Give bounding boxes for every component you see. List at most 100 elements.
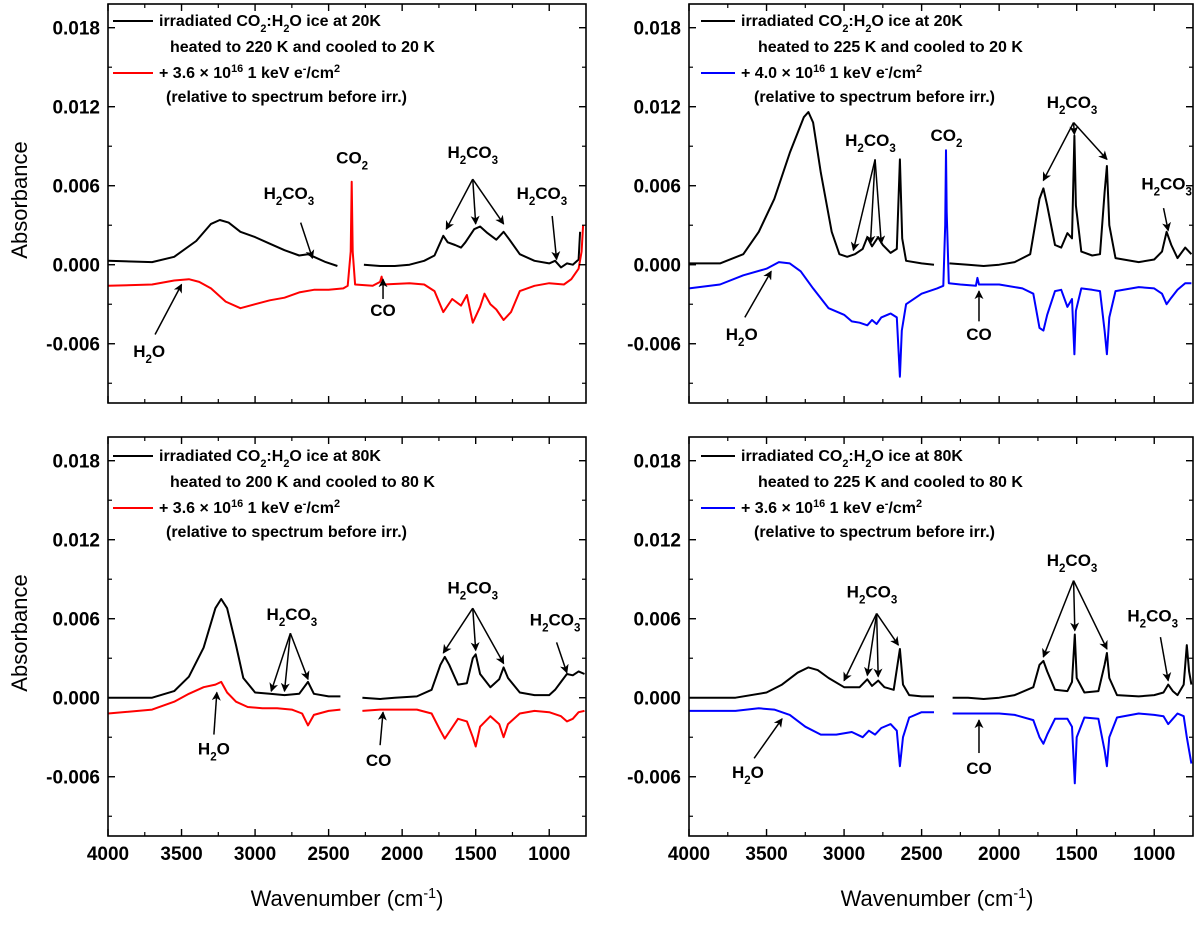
legend-entry-1: heated to 225 K and cooled to 20 K xyxy=(758,39,1023,56)
legend-entry-0: irradiated CO2:H2O ice at 80K xyxy=(741,448,963,470)
legend-entry-3: (relative to spectrum before irr.) xyxy=(166,89,407,106)
y-tick-label: 0.000 xyxy=(52,689,100,710)
y-tick-label: 0.012 xyxy=(633,98,681,119)
plot-frame xyxy=(688,3,1194,404)
y-tick-label: 0.012 xyxy=(633,531,681,552)
annotation-label-co: CO xyxy=(366,751,392,770)
annotation-arrow xyxy=(154,283,183,335)
annotation-arrow xyxy=(1159,637,1172,682)
y-axis-label-top: Absorbance xyxy=(7,141,32,258)
x-tick-label: 4000 xyxy=(668,844,710,865)
y-tick-label: 0.006 xyxy=(633,177,681,198)
annotation-label-h2co3: H2CO3 xyxy=(845,131,896,155)
series-line-irradiated-seg-0 xyxy=(108,680,341,727)
annotation-label-h2co3: H2CO3 xyxy=(447,579,498,603)
y-axis-label-bottom: Absorbance xyxy=(7,574,32,691)
series-line-irradiated-seg-0 xyxy=(689,149,1192,378)
plot-frame xyxy=(107,436,587,837)
series-line-reference-seg-1 xyxy=(363,225,582,269)
annotation-arrow xyxy=(551,215,561,261)
annotation-label-co: CO xyxy=(370,301,396,320)
y-tick-label: 0.000 xyxy=(633,256,681,277)
annotation-arrow xyxy=(753,717,783,759)
legend-entry-3: (relative to spectrum before irr.) xyxy=(754,89,995,106)
y-tick-label: -0.006 xyxy=(46,768,100,789)
annotation-label-h2co3: H2CO3 xyxy=(264,184,315,208)
panel-bottom-left: H2CO3 H2CO3 H2CO3 H2O CO -0.006 0.000 0.006 0.01… xyxy=(46,436,587,865)
x-tick-label: 4000 xyxy=(87,844,129,865)
y-tick-label: 0.018 xyxy=(633,452,681,473)
y-tick-label: 0.006 xyxy=(633,610,681,631)
annotation-arrow xyxy=(1070,580,1080,632)
annotation-arrow xyxy=(1162,207,1171,232)
series-line-reference-seg-0 xyxy=(689,648,934,699)
x-tick-label: 2000 xyxy=(978,844,1020,865)
annotation-label-h2co3: H2CO3 xyxy=(267,605,318,629)
annotation-arrow xyxy=(744,270,772,318)
legend-entry-0: irradiated CO2:H2O ice at 80K xyxy=(159,448,381,470)
annotation-arrow xyxy=(874,159,886,245)
series-line-reference-seg-1 xyxy=(952,633,1193,700)
annotation-label-h2co3: H2CO3 xyxy=(1047,93,1098,117)
x-tick-label: 1000 xyxy=(1133,844,1175,865)
annotation-arrow xyxy=(850,159,876,252)
legend-entry-3: (relative to spectrum before irr.) xyxy=(166,524,407,541)
legend-entry-1: heated to 225 K and cooled to 80 K xyxy=(758,474,1023,491)
x-tick-label: 3000 xyxy=(823,844,865,865)
annotation-label-co: CO xyxy=(966,759,992,778)
y-tick-label: 0.006 xyxy=(52,177,100,198)
annotation-arrow xyxy=(1042,122,1075,182)
legend-entry-0: irradiated CO2:H2O ice at 20K xyxy=(159,13,381,35)
y-tick-label: -0.006 xyxy=(627,768,681,789)
annotation-label-co2: CO2 xyxy=(930,126,962,150)
legend-entry-2: + 4.0 × 1016 1 keV e-/cm2 xyxy=(741,63,922,82)
y-tick-label: 0.018 xyxy=(52,452,100,473)
annotation-label-h2o: H2O xyxy=(133,342,165,366)
series-line-irradiated-seg-1 xyxy=(952,712,1193,785)
annotation-arrow xyxy=(445,178,474,231)
y-tick-label: -0.006 xyxy=(627,335,681,356)
series-line-reference-seg-0 xyxy=(689,111,935,266)
plot-frame xyxy=(688,436,1194,837)
annotation-arrow xyxy=(470,179,480,225)
legend-entry-2: + 3.6 × 1016 1 keV e-/cm2 xyxy=(159,498,340,517)
annotation-arrow xyxy=(866,159,876,245)
annotation-arrow xyxy=(864,613,878,677)
plot-frame xyxy=(107,3,587,404)
series-line-reference-seg-0 xyxy=(108,219,338,267)
annotation-arrow xyxy=(472,178,505,225)
annotation-arrow xyxy=(299,222,315,260)
annotation-arrow xyxy=(289,632,310,681)
x-tick-label: 1000 xyxy=(528,844,570,865)
annotation-arrow xyxy=(1069,122,1079,136)
series-line-irradiated-seg-0 xyxy=(689,707,934,768)
x-tick-label: 2500 xyxy=(900,844,942,865)
annotation-label-h2co3: H2CO3 xyxy=(847,583,898,607)
panel-top-right: CO2 H2CO3 H2CO3 H2CO3 H2O CO -0.006 0.000 0.006 0… xyxy=(627,3,1194,404)
annotation-arrow xyxy=(470,608,480,652)
y-tick-label: -0.006 xyxy=(46,335,100,356)
annotation-arrow xyxy=(211,691,221,735)
series-line-reference-seg-1 xyxy=(949,134,1193,267)
x-tick-label: 1500 xyxy=(1056,844,1098,865)
annotation-arrow xyxy=(269,632,292,693)
annotation-label-h2co3: H2CO3 xyxy=(447,143,498,167)
x-tick-label: 2000 xyxy=(381,844,423,865)
annotation-label-h2co3: H2CO3 xyxy=(1141,175,1192,199)
series-line-reference-seg-0 xyxy=(108,598,341,699)
annotation-arrow xyxy=(472,607,505,665)
annotation-arrow xyxy=(876,613,899,646)
annotation-arrow xyxy=(377,711,387,746)
panel-top-left: CO2 H2CO3 H2CO3 H2CO3 H2O CO -0.006 0.000 0.006 0… xyxy=(46,3,587,404)
x-tick-label: 3500 xyxy=(745,844,787,865)
legend-entry-0: irradiated CO2:H2O ice at 20K xyxy=(741,13,963,35)
y-tick-label: 0.018 xyxy=(633,19,681,40)
legend-entry-3: (relative to spectrum before irr.) xyxy=(754,524,995,541)
y-tick-label: 0.012 xyxy=(52,98,100,119)
annotation-label-h2o: H2O xyxy=(198,739,230,763)
x-axis-label-left: Wavenumber (cm-1) xyxy=(251,886,444,911)
y-tick-label: 0.018 xyxy=(52,19,100,40)
x-tick-label: 3500 xyxy=(160,844,202,865)
